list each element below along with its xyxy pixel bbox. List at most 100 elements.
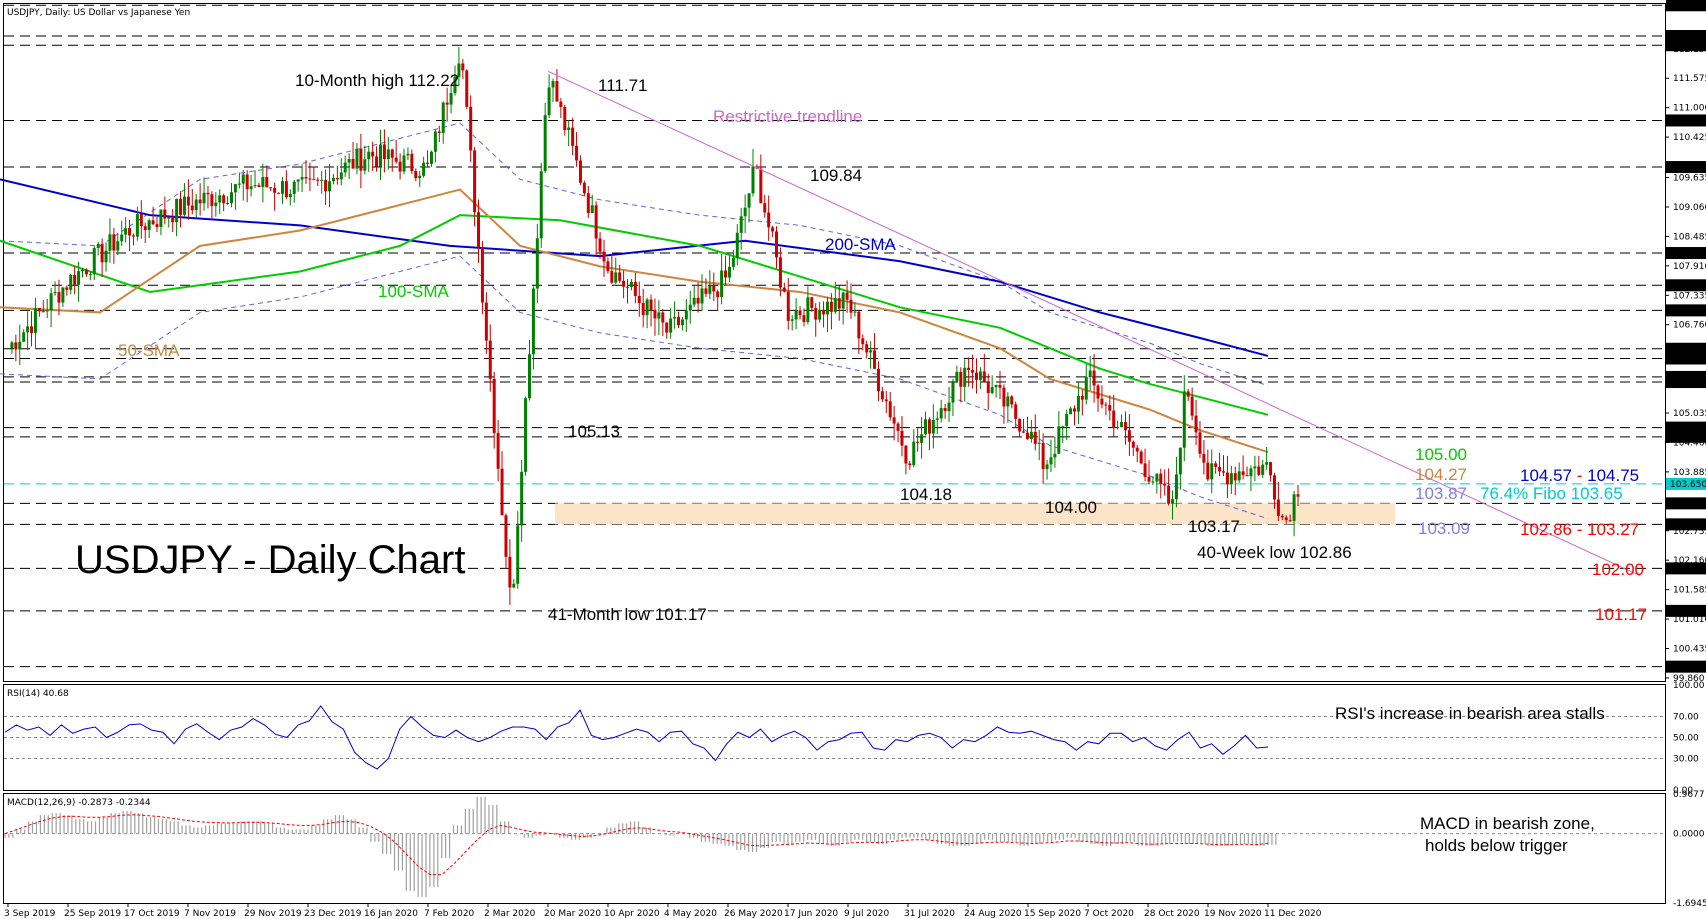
candle-body: [633, 281, 637, 296]
candle-body: [951, 381, 955, 403]
price-tick-label: 108.485: [1673, 232, 1706, 242]
candle-body: [159, 209, 163, 228]
candle-body: [1049, 457, 1053, 465]
candle-body: [96, 243, 100, 249]
candle-body: [1186, 391, 1190, 397]
annotation-104-00: 104.00: [1045, 498, 1097, 517]
candle-body: [818, 309, 822, 320]
candle-body: [139, 214, 143, 227]
candle-body: [908, 463, 912, 466]
candle-body: [825, 301, 829, 315]
candle-body: [273, 187, 277, 193]
candle-body: [457, 63, 461, 77]
candle-body: [280, 181, 284, 194]
candle-body: [943, 408, 947, 412]
candle-body: [22, 332, 26, 342]
candle-body: [1253, 466, 1257, 469]
candle-body: [924, 419, 928, 435]
candle-body: [802, 315, 806, 322]
candle-body: [465, 70, 469, 107]
candle-body: [41, 311, 45, 313]
candle-body: [527, 354, 531, 399]
time-tick-label: 7 Feb 2020: [424, 909, 475, 919]
candle-body: [14, 342, 18, 350]
candle-body: [304, 177, 308, 179]
rsi-tick-label: 50.00: [1673, 734, 1699, 744]
price-tick-label: 107.335: [1673, 291, 1706, 301]
level-box-label: 112.220: [1670, 41, 1706, 51]
candle-body: [233, 184, 237, 193]
annotation-105-00: 105.00: [1415, 445, 1467, 464]
level-box: [1666, 114, 1706, 127]
price-tick-label: 109.635: [1673, 174, 1706, 184]
time-tick-label: 19 Nov 2020: [1204, 909, 1262, 919]
candle-body: [622, 280, 626, 287]
time-tick-label: 31 Jul 2020: [904, 909, 955, 919]
candle-body: [626, 286, 630, 288]
candle-body: [704, 288, 708, 294]
price-tick-label: 109.060: [1673, 203, 1706, 213]
price-tick-label: 111.000: [1673, 104, 1706, 114]
candle-body: [296, 179, 300, 182]
candle-body: [994, 384, 998, 388]
candle-body: [1116, 427, 1120, 429]
candle-body: [888, 401, 892, 418]
candle-body: [1229, 473, 1233, 485]
candle-body: [1131, 441, 1135, 448]
candle-body: [69, 274, 73, 290]
candle-body: [347, 158, 351, 163]
candle-body: [186, 196, 190, 206]
candle-body: [477, 212, 481, 248]
candle-body: [731, 257, 735, 267]
candle-body: [253, 185, 257, 187]
candle-body: [512, 583, 516, 588]
candle-body: [1127, 430, 1131, 442]
price-axis: 113.025112.150111.575111.000110.425109.6…: [1665, 0, 1706, 684]
candle-body: [665, 322, 669, 333]
candle-body: [143, 226, 147, 231]
candle-body: [684, 310, 688, 320]
candle-body: [1010, 396, 1014, 405]
annotation-41-month-low: 41-Month low 101.17: [548, 605, 707, 624]
price-tick-label: 105.035: [1673, 409, 1706, 419]
annotation-104-57-104-75: 104.57 - 104.75: [1520, 466, 1639, 485]
rsi-line: [4, 705, 1269, 770]
candle-body: [104, 250, 108, 263]
level-box: [1666, 660, 1706, 673]
level-box: [1666, 279, 1706, 292]
candle-body: [441, 102, 445, 133]
candle-body: [1143, 463, 1147, 477]
candle-body: [602, 251, 606, 262]
candle-body: [798, 310, 802, 316]
time-tick-label: 26 May 2020: [724, 909, 783, 919]
level-box-label: 106.100: [1670, 354, 1706, 364]
candle-body: [402, 155, 406, 172]
candle-body: [269, 187, 273, 189]
candle-body: [555, 81, 559, 102]
candle-body: [1092, 370, 1096, 386]
time-tick-label: 4 May 2020: [664, 909, 717, 919]
level-box-label: 107.040: [1670, 306, 1706, 316]
candle-body: [257, 185, 261, 187]
candle-body: [1288, 520, 1292, 522]
candle-body: [1147, 476, 1151, 482]
level-box: [1666, 39, 1706, 52]
candle-body: [967, 367, 971, 370]
candle-body: [488, 340, 492, 379]
price-tick-label: 99.860: [1673, 674, 1705, 684]
level-box: [1666, 421, 1706, 434]
candle-body: [1280, 515, 1284, 518]
candle-body: [775, 231, 779, 258]
candle-body: [245, 174, 249, 190]
candle-body: [912, 441, 916, 466]
candle-body: [484, 302, 488, 341]
candle-body: [131, 235, 135, 237]
price-tick-label: 102.160: [1673, 556, 1706, 566]
candle-body: [61, 287, 65, 303]
annotation-105-13: 105.13: [568, 422, 620, 441]
candle-body: [982, 371, 986, 382]
candle-body: [590, 205, 594, 214]
candle-body: [1139, 451, 1143, 464]
annotation-104-75: 104.75: [1587, 466, 1639, 485]
candle-body: [939, 408, 943, 419]
